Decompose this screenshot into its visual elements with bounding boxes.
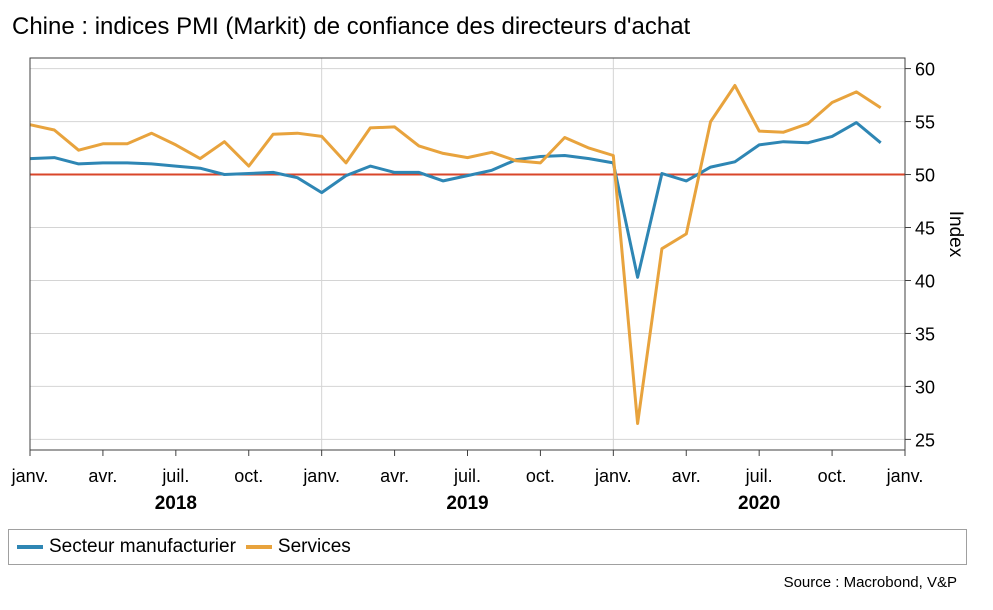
series-line-manufacturing: [29, 121, 882, 279]
page-title: Chine : indices PMI (Markit) de confianc…: [12, 13, 691, 40]
legend-swatch-services: [245, 545, 272, 549]
y-tick-label-60: 60: [915, 60, 935, 80]
grid: [30, 58, 905, 450]
y-tick-label-55: 55: [915, 113, 935, 133]
y-tick-label-50: 50: [915, 166, 935, 186]
year-label-2018: 2018: [155, 493, 197, 514]
x-tick-label-1: avr.: [88, 466, 117, 486]
plot-frame: [29, 57, 906, 451]
legend-swatch-manufacturing: [17, 545, 43, 549]
legend: Secteur manufacturier Services: [8, 529, 967, 565]
series-lines: [29, 84, 882, 425]
x-tick-label-5: avr.: [380, 466, 409, 486]
y-tick-label-35: 35: [915, 324, 935, 344]
series-line-services: [29, 84, 882, 425]
year-label-2019: 2019: [446, 493, 488, 514]
y-tick-label-30: 30: [915, 377, 935, 397]
x-tick-label-7: oct.: [526, 466, 555, 486]
x-tick-label-11: oct.: [818, 466, 847, 486]
x-axis: janv. avr. juil. oct. janv. avr. juil. oct. janv…: [11, 450, 924, 514]
year-label-2020: 2020: [738, 493, 780, 514]
x-tick-label-12: janv.: [886, 466, 924, 486]
y-axis: 25 30 35 40 45 50 55 60: [905, 60, 935, 450]
source-note: Source : Macrobond, V&P: [783, 574, 957, 591]
x-tick-label-10: juil.: [745, 466, 773, 486]
x-tick-label-4: janv.: [302, 466, 340, 486]
legend-item-manufacturing: Secteur manufacturier: [17, 536, 236, 558]
y-tick-label-40: 40: [915, 271, 935, 291]
x-tick-label-6: juil.: [453, 466, 481, 486]
x-tick-label-0: janv.: [11, 466, 49, 486]
y-axis-title: Index: [945, 211, 966, 258]
legend-item-services: Services: [245, 536, 351, 558]
y-tick-label-45: 45: [915, 219, 935, 239]
x-tick-label-9: avr.: [672, 466, 701, 486]
legend-label-manufacturing: Secteur manufacturier: [49, 536, 236, 557]
x-tick-label-2: juil.: [161, 466, 189, 486]
y-tick-label-25: 25: [915, 430, 935, 450]
x-tick-label-8: janv.: [594, 466, 632, 486]
x-tick-label-3: oct.: [234, 466, 263, 486]
legend-label-services: Services: [277, 536, 351, 557]
